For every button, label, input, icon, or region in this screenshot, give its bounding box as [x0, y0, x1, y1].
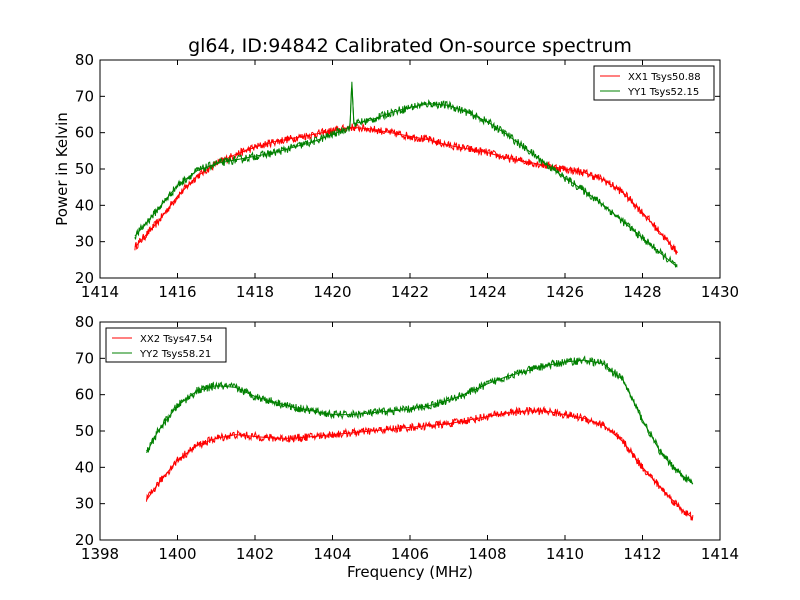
y-tick-label: 30: [75, 233, 94, 251]
x-tick-label: 1426: [546, 283, 584, 301]
x-tick-label: 1400: [158, 545, 196, 563]
legend-1: XX1 Tsys50.88 YY1 Tsys52.15: [593, 65, 715, 101]
y-tick-label: 40: [75, 458, 94, 476]
legend-box: [105, 327, 227, 363]
x-tick-label: 1418: [236, 283, 274, 301]
y-tick-label: 40: [75, 196, 94, 214]
panels: 1414 1416 1418 1420 1422 1424 1426 1428 1430 20 30…: [53, 35, 739, 581]
y-tick-label: 50: [75, 422, 94, 440]
y-tick-label: 50: [75, 160, 94, 178]
x-tick-label: 1416: [158, 283, 196, 301]
series-trace-1-2: [134, 81, 678, 268]
x-tick-label: 1414: [81, 283, 119, 301]
y-tick-label: 80: [75, 51, 94, 69]
y-tick-label: 80: [75, 313, 94, 331]
series-trace-2-1: [146, 410, 694, 519]
legend-entry: XX2 Tsys47.54: [140, 334, 213, 345]
x-tick-label: 1428: [623, 283, 661, 301]
x-tick-label: 1424: [468, 283, 506, 301]
legend-box: [593, 65, 715, 101]
series-line-2-2: [146, 355, 694, 485]
y-tick-label: 30: [75, 495, 94, 513]
panel-1: 1414 1416 1418 1420 1422 1424 1426 1428 1430 20 30…: [53, 35, 739, 301]
x-tick-label: 1398: [81, 545, 119, 563]
x-tick-label: 1408: [468, 545, 506, 563]
x-tick-label: 1430: [701, 283, 739, 301]
x-tick-label: 1422: [391, 283, 429, 301]
x-tick-label: 1406: [391, 545, 429, 563]
chart-title: gl64, ID:94842 Calibrated On-source spec…: [188, 35, 632, 57]
x-tick-label: 1414: [701, 545, 739, 563]
panel-2: 1398 1400 1402 1404 1406 1408 1410 1412 1414 20 30…: [75, 313, 739, 581]
y-tick-label: 70: [75, 349, 94, 367]
series-line-2-1: [146, 405, 694, 521]
legend-entry: YY2 Tsys58.21: [139, 349, 211, 360]
legend-2: XX2 Tsys47.54 YY2 Tsys58.21: [105, 327, 227, 363]
x-tick-label: 1402: [236, 545, 274, 563]
y-tick-label: 20: [75, 269, 94, 287]
legend-entry: YY1 Tsys52.15: [627, 87, 699, 98]
x-tick-label: 1412: [623, 545, 661, 563]
y-axis-label: Power in Kelvin: [53, 112, 71, 226]
y-tick-label: 60: [75, 386, 94, 404]
x-axis-label: Frequency (MHz): [347, 563, 473, 581]
series-trace-2-2: [146, 359, 694, 485]
x-tick-label: 1404: [313, 545, 351, 563]
x-tick-label: 1420: [313, 283, 351, 301]
x-tick-label: 1410: [546, 545, 584, 563]
y-tick-label: 20: [75, 531, 94, 549]
legend-entry: XX1 Tsys50.88: [628, 72, 701, 83]
y-tick-label: 60: [75, 124, 94, 142]
series-line-1-2: [134, 87, 678, 268]
y-tick-label: 70: [75, 87, 94, 105]
